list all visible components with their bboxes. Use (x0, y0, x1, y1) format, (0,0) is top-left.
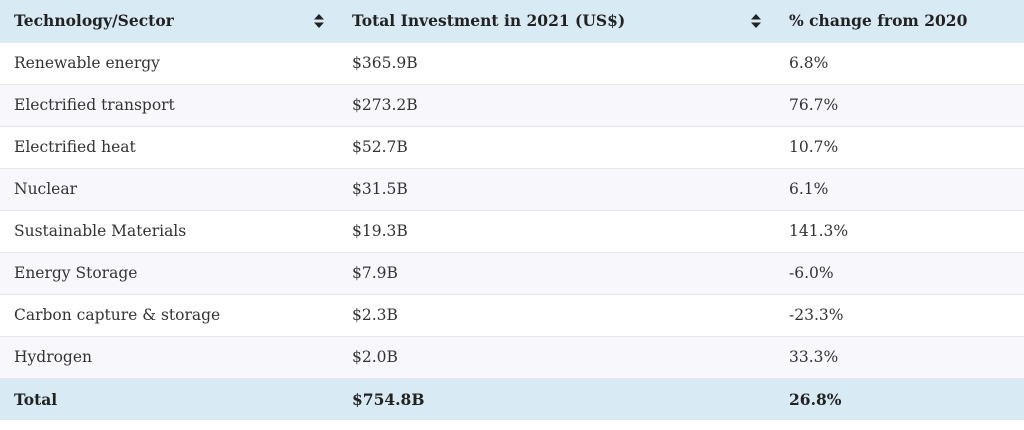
table-row: Energy Storage $7.9B -6.0% (0, 252, 1024, 295)
table-row: Renewable energy $365.9B 6.8% (0, 42, 1024, 85)
table-row: Carbon capture & storage $2.3B -23.3% (0, 294, 1024, 337)
table-cell: Renewable energy (0, 42, 338, 85)
table-cell: 33.3% (775, 336, 1024, 379)
total-row: Total $754.8B 26.8% (0, 378, 1024, 420)
column-header[interactable]: Technology/Sector (0, 0, 338, 43)
table-cell: $365.9B (338, 42, 775, 85)
table-cell: Electrified heat (0, 126, 338, 169)
table-row: Sustainable Materials $19.3B 141.3% (0, 210, 1024, 253)
table-cell: Hydrogen (0, 336, 338, 379)
table-cell: $31.5B (338, 168, 775, 211)
header-text: Technology/Sector (14, 11, 174, 31)
header-text: % change from 2020 (789, 11, 968, 31)
header-text: Total Investment in 2021 (US$) (352, 11, 626, 31)
total-cell: Total (0, 378, 338, 420)
investment-table: Technology/Sector Total Investment in 202… (0, 0, 1024, 420)
table-cell: Electrified transport (0, 84, 338, 127)
table-cell: $52.7B (338, 126, 775, 169)
table-cell: 6.1% (775, 168, 1024, 211)
table-cell: Nuclear (0, 168, 338, 211)
table-foot: Total $754.8B 26.8% (0, 378, 1024, 420)
table-cell: $19.3B (338, 210, 775, 253)
column-header[interactable]: Total Investment in 2021 (US$) (338, 0, 775, 43)
header-row: Technology/Sector Total Investment in 202… (0, 0, 1024, 43)
table-cell: 10.7% (775, 126, 1024, 169)
table-cell: -6.0% (775, 252, 1024, 295)
table-row: Electrified transport $273.2B 76.7% (0, 84, 1024, 127)
table-cell: $2.0B (338, 336, 775, 379)
table-row: Hydrogen $2.0B 33.3% (0, 336, 1024, 379)
table-cell: 141.3% (775, 210, 1024, 253)
total-cell: $754.8B (338, 378, 775, 420)
total-cell: 26.8% (775, 378, 1024, 420)
table-cell: Carbon capture & storage (0, 294, 338, 337)
table-body: Renewable energy $365.9B 6.8% Electrified t… (0, 42, 1024, 379)
table-cell: Sustainable Materials (0, 210, 338, 253)
table-cell: -23.3% (775, 294, 1024, 337)
sort-icon[interactable] (751, 13, 761, 28)
table-row: Nuclear $31.5B 6.1% (0, 168, 1024, 211)
table-cell: Energy Storage (0, 252, 338, 295)
table-head: Technology/Sector Total Investment in 202… (0, 0, 1024, 43)
table-cell: 76.7% (775, 84, 1024, 127)
sort-icon[interactable] (314, 13, 324, 28)
table-cell: 6.8% (775, 42, 1024, 85)
column-header[interactable]: % change from 2020 (775, 0, 1024, 43)
table-cell: $7.9B (338, 252, 775, 295)
table-cell: $2.3B (338, 294, 775, 337)
table-row: Electrified heat $52.7B 10.7% (0, 126, 1024, 169)
table-cell: $273.2B (338, 84, 775, 127)
